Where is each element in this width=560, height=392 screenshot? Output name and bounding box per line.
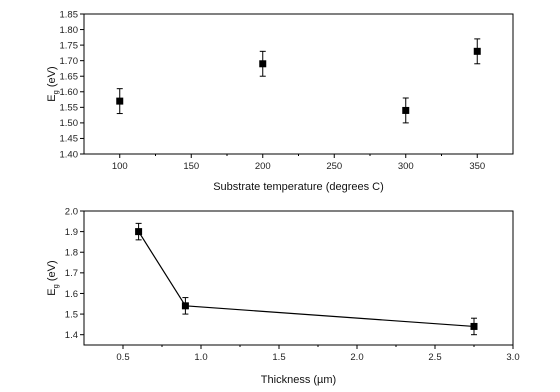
- y-tick-label: 1.60: [60, 87, 79, 98]
- y-tick-label: 1.85: [60, 9, 79, 20]
- y-tick-label: 1.50: [60, 118, 79, 129]
- y-tick-label: 1.65: [60, 72, 79, 83]
- data-point: [473, 47, 481, 55]
- y-tick-label: 1.80: [60, 25, 79, 36]
- y-tick-label: 1.40: [60, 149, 79, 160]
- y-tick-label: 1.4: [65, 330, 78, 341]
- plot-frame: [83, 13, 514, 155]
- x-tick-label: 200: [255, 161, 271, 172]
- x-tick-label: 2.0: [350, 352, 363, 363]
- x-axis-title: Substrate temperature (degrees C): [213, 181, 384, 193]
- y-tick-label: 1.70: [60, 56, 79, 67]
- x-tick-label: 250: [326, 161, 342, 172]
- x-tick-label: 2.5: [428, 352, 441, 363]
- y-tick-label: 1.55: [60, 103, 79, 114]
- x-tick-label: 350: [469, 161, 485, 172]
- x-tick-label: 300: [398, 161, 414, 172]
- y-tick-label: 1.75: [60, 40, 79, 51]
- x-tick-label: 1.0: [194, 352, 207, 363]
- y-axis-title: Eg (eV): [46, 66, 60, 101]
- y-tick-label: 1.5: [65, 309, 78, 320]
- data-point: [135, 228, 143, 236]
- y-tick-label: 1.7: [65, 268, 78, 279]
- y-tick-label: 1.45: [60, 134, 79, 145]
- x-tick-label: 1.5: [272, 352, 285, 363]
- data-point: [116, 97, 124, 105]
- thickness-panel: 0.5 1.0 1.5 2.0 2.5 3.0 1.4 1.5 1.6 1.7 1.8 1.9 2.0 T…: [46, 206, 520, 386]
- y-tick-label: 1.9: [65, 227, 78, 238]
- y-tick-label: 1.8: [65, 248, 78, 259]
- plot-frame: [83, 210, 514, 346]
- x-axis-title: Thickness (µm): [261, 374, 336, 386]
- data-point: [259, 60, 267, 68]
- data-point: [181, 302, 189, 310]
- series-line: [138, 231, 475, 328]
- x-tick-label: 150: [183, 161, 199, 172]
- temperature-panel: 100 150 200 250 300 350 1.40 1.45 1.50 1.55 1.60 1.…: [46, 9, 514, 193]
- x-tick-label: 100: [112, 161, 128, 172]
- data-point: [402, 106, 410, 114]
- y-tick-label: 2.0: [65, 206, 78, 217]
- data-point: [470, 322, 478, 330]
- x-tick-label: 0.5: [116, 352, 129, 363]
- y-axis-title: Eg (eV): [46, 260, 60, 295]
- y-tick-label: 1.6: [65, 289, 78, 300]
- x-tick-label: 3.0: [506, 352, 519, 363]
